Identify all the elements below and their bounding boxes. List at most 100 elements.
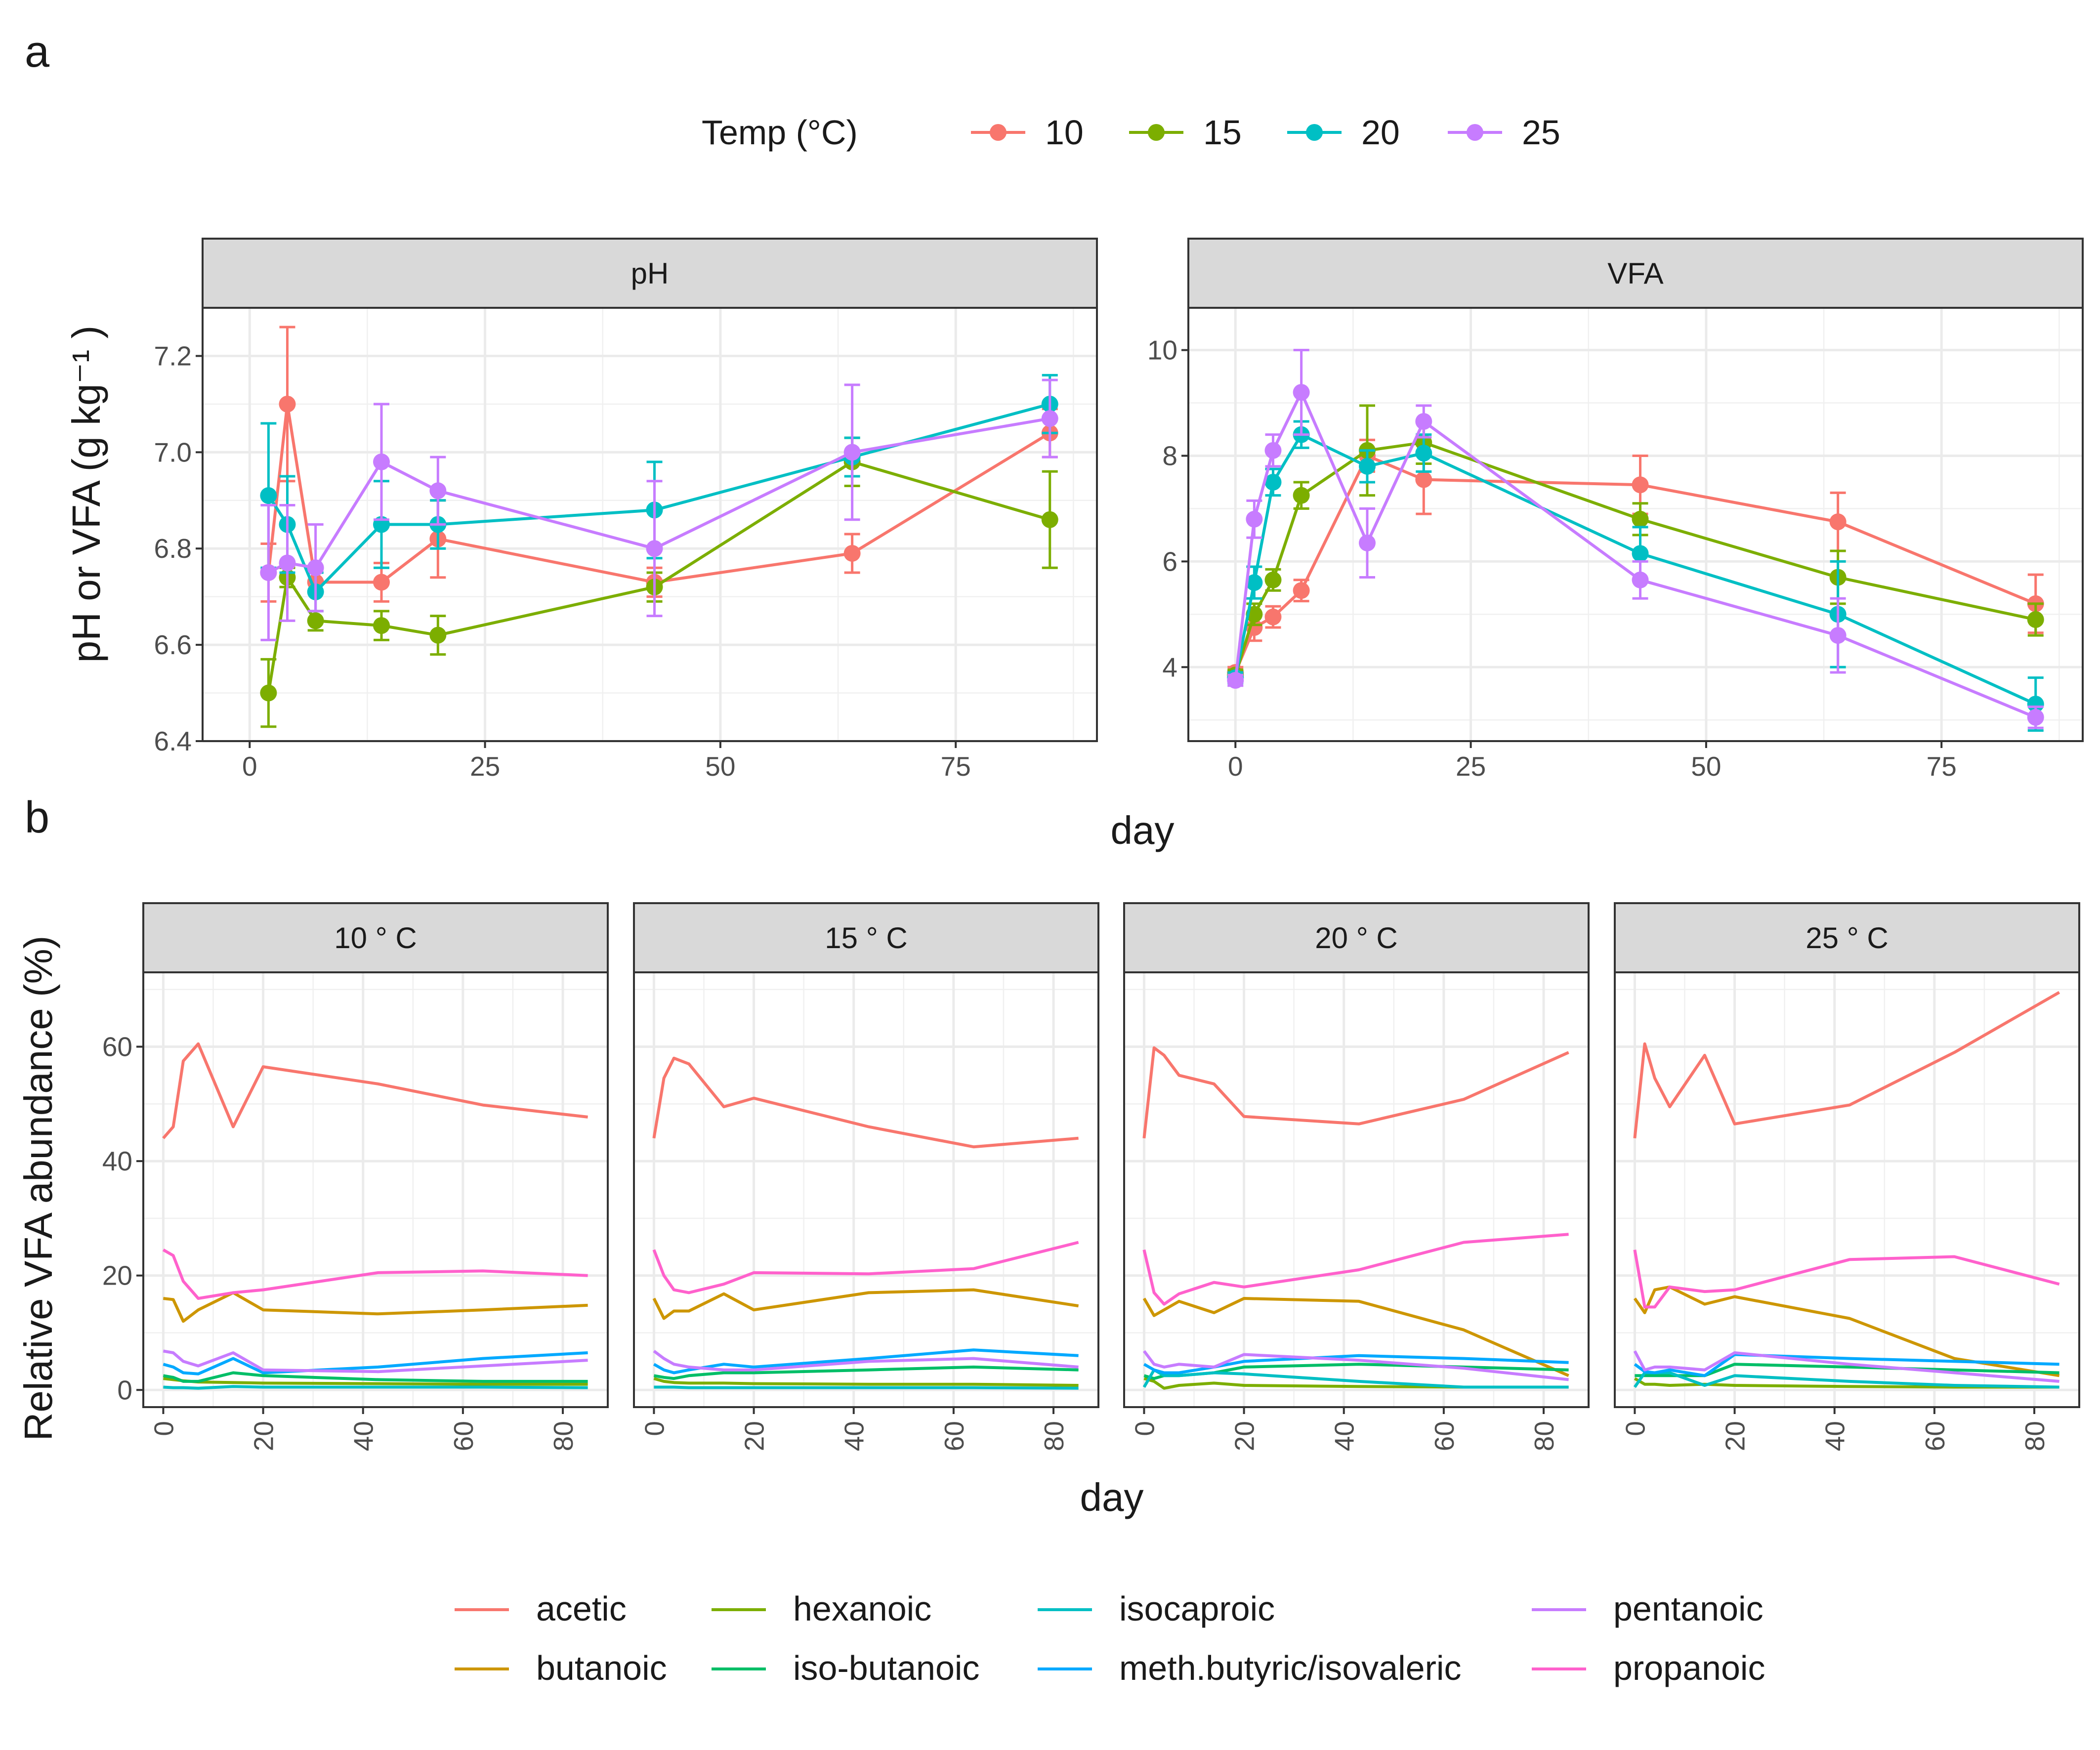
b2-strip-label: 15 ° C xyxy=(825,921,907,955)
y-tick-label: 10 xyxy=(1147,335,1177,366)
data-point xyxy=(307,559,324,577)
data-point xyxy=(1632,571,1649,588)
series-line xyxy=(267,402,1051,584)
series-line xyxy=(1634,1353,2059,1377)
ph-strip xyxy=(202,238,1098,309)
b3-gridlines xyxy=(1124,972,1589,1407)
x-tick-label: 75 xyxy=(941,751,971,782)
data-point xyxy=(1293,384,1310,401)
data-point xyxy=(2027,708,2044,726)
y-tick-label: 20 xyxy=(102,1260,132,1291)
y-tick-label: 60 xyxy=(102,1032,132,1062)
series-line xyxy=(1142,1046,1569,1139)
x-tick-label: 60 xyxy=(939,1421,969,1451)
b1-series-propanoic xyxy=(162,1248,588,1300)
legend-label: acetic xyxy=(536,1589,627,1628)
y-tick-label: 6.6 xyxy=(154,629,192,660)
legend-key xyxy=(1467,124,1483,141)
x-tick-label: 20 xyxy=(249,1421,279,1451)
legend-label: propanoic xyxy=(1613,1649,1765,1687)
legend-entry-meth-butyric-isovaleric: meth.butyric/isovaleric xyxy=(1038,1649,1461,1687)
legend-label: 25 xyxy=(1522,113,1560,152)
b2-plot-area xyxy=(634,972,1098,1407)
ph-panel: pH 0 25 50 75 6.4 6.6 6.8 7.0 7.2 xyxy=(154,238,1098,782)
vfa-strip-label: VFA xyxy=(1607,257,1663,290)
data-point xyxy=(1246,510,1263,528)
legend-key xyxy=(1148,124,1165,141)
x-tick-label: 60 xyxy=(448,1421,479,1451)
legend-label: meth.butyric/isovaleric xyxy=(1119,1649,1461,1687)
vfa-series-25 xyxy=(1227,349,2044,729)
data-point xyxy=(260,684,277,702)
data-point xyxy=(260,487,277,504)
data-point xyxy=(1293,487,1310,504)
legend-label: butanoic xyxy=(536,1649,667,1687)
legend-title: Temp (°C) xyxy=(702,113,858,152)
data-point xyxy=(279,395,296,413)
series-line xyxy=(652,1241,1079,1294)
b1-series-acetic xyxy=(162,1042,588,1139)
x-tick-label: 80 xyxy=(548,1421,579,1451)
x-tick-label: 0 xyxy=(242,751,257,782)
x-tick-label: 60 xyxy=(1920,1421,1950,1451)
x-tick-label: 50 xyxy=(705,751,735,782)
x-tick-label: 20 xyxy=(1229,1421,1260,1451)
b4-series-butanoic xyxy=(1633,1285,2060,1377)
data-point xyxy=(1359,458,1376,475)
ph-y-ticks: 6.4 6.6 6.8 7.0 7.2 xyxy=(154,340,203,756)
panel-a: pH 0 25 50 75 6.4 6.6 6.8 7.0 7.2 VFA 0 25 50 75 4 6 8 10 xyxy=(154,238,2084,782)
vfa-panel: VFA 0 25 50 75 4 6 8 10 xyxy=(1147,238,2084,782)
b1-plot-area xyxy=(143,972,608,1407)
b1-x-ticks: 0 20 40 60 80 xyxy=(148,1407,579,1451)
y-tick-label: 7.0 xyxy=(154,437,192,467)
b4-series-propanoic xyxy=(1633,1250,2060,1309)
vfa-panel-border xyxy=(1187,307,2084,742)
data-point xyxy=(1829,627,1847,644)
b3-series-acetic xyxy=(1142,1046,1569,1139)
legend-entry-isocaproic: isocaproic xyxy=(1038,1589,1275,1628)
data-point xyxy=(260,564,277,581)
data-point xyxy=(279,554,296,572)
x-tick-label: 25 xyxy=(470,751,500,782)
b1-series-meth-butyric-isovaleric xyxy=(163,1351,588,1375)
data-point xyxy=(1359,534,1376,551)
temperature-legend: Temp (°C) 10 15 20 25 xyxy=(702,113,1560,152)
b4-strip-label: 25 ° C xyxy=(1806,921,1888,955)
panel-a-label: a xyxy=(25,27,50,77)
b3-series-pentanoic xyxy=(1143,1350,1569,1381)
x-tick-label: 0 xyxy=(639,1421,670,1436)
series-line xyxy=(163,1385,588,1390)
data-point xyxy=(1246,574,1263,591)
b1-y-ticks: 0 20 40 60 xyxy=(102,1032,143,1405)
legend-entry-propanoic: propanoic xyxy=(1532,1649,1765,1687)
x-tick-label: 40 xyxy=(348,1421,379,1451)
legend-entry-pentanoic: pentanoic xyxy=(1532,1589,1764,1628)
legend-entry-butanoic: butanoic xyxy=(455,1649,667,1687)
series-line xyxy=(1633,991,2060,1139)
data-point xyxy=(843,444,861,461)
legend-label: 15 xyxy=(1203,113,1242,152)
legend-label: pentanoic xyxy=(1613,1589,1764,1628)
b1-panel-border xyxy=(142,971,609,1408)
series-line xyxy=(267,403,1050,593)
b2-series-acetic xyxy=(652,1056,1079,1149)
y-tick-label: 8 xyxy=(1162,440,1177,471)
data-point xyxy=(1415,471,1432,488)
x-tick-label: 0 xyxy=(1620,1421,1650,1436)
b3-panel-border xyxy=(1123,971,1590,1408)
data-point xyxy=(1041,410,1058,427)
b3-series-butanoic xyxy=(1142,1297,1569,1377)
b4-panel: 25 ° C 0 20 40 60 80 xyxy=(1614,902,2080,1451)
series-line xyxy=(653,1350,1079,1372)
data-point xyxy=(646,540,663,557)
b4-series-meth-butyric-isovaleric xyxy=(1634,1353,2059,1377)
data-point xyxy=(1264,442,1282,459)
b2-series-hexanoic xyxy=(653,1377,1079,1387)
b1-gridlines xyxy=(143,972,608,1407)
vfa-x-ticks: 0 25 50 75 xyxy=(1228,741,1957,782)
data-point xyxy=(1041,511,1058,528)
data-point xyxy=(1264,571,1282,588)
panel-b-label: b xyxy=(25,793,49,842)
data-point xyxy=(843,544,861,562)
